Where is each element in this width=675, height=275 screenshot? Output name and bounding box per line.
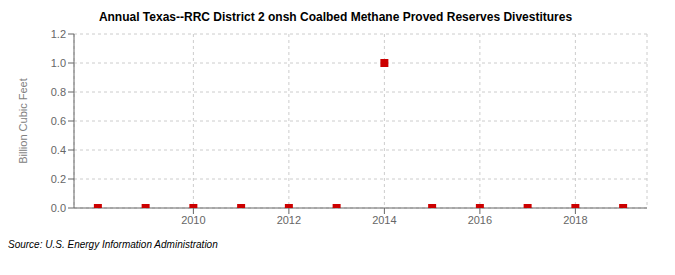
svg-text:0.0: 0.0 bbox=[51, 202, 66, 214]
svg-text:0.2: 0.2 bbox=[51, 173, 66, 185]
svg-text:1.0: 1.0 bbox=[51, 57, 66, 69]
svg-text:Billion Cubic Feet: Billion Cubic Feet bbox=[17, 78, 29, 164]
svg-text:0.4: 0.4 bbox=[51, 144, 66, 156]
svg-text:2018: 2018 bbox=[563, 214, 587, 226]
html-text:Source: U.S. Energy Informatio: Source: U.S. Energy Information Administ… bbox=[8, 239, 218, 250]
svg-text:2012: 2012 bbox=[277, 214, 301, 226]
svg-text:0.8: 0.8 bbox=[51, 86, 66, 98]
html-text:Annual Texas--RRC District 2 o: Annual Texas--RRC District 2 onsh Coalbe… bbox=[98, 10, 573, 24]
svg-text:2016: 2016 bbox=[468, 214, 492, 226]
svg-text:1.2: 1.2 bbox=[51, 28, 66, 40]
svg-text:2010: 2010 bbox=[181, 214, 205, 226]
svg-text:0.6: 0.6 bbox=[51, 115, 66, 127]
svg-text:2014: 2014 bbox=[372, 214, 396, 226]
